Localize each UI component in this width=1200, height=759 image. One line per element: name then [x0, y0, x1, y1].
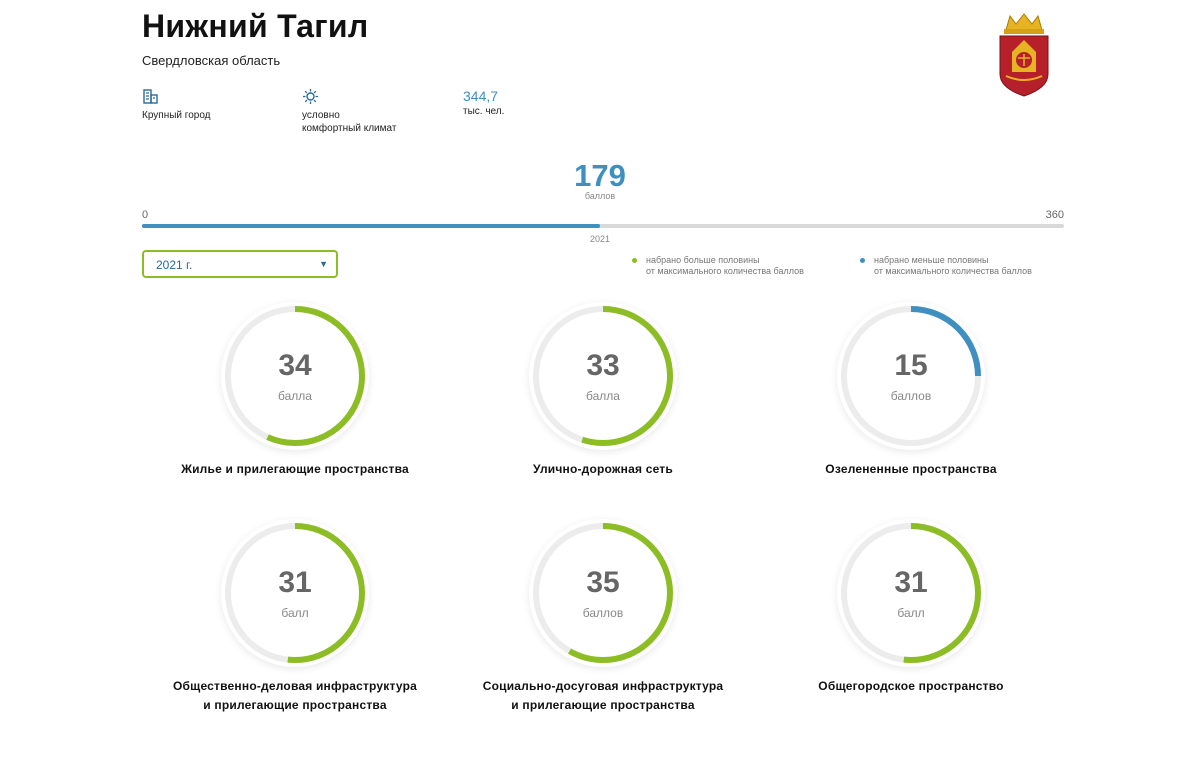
- indicator-card[interactable]: 34 балла Жилье и прилегающие пространств…: [145, 302, 445, 479]
- total-score: 179: [574, 158, 626, 193]
- total-progress-fill: [142, 224, 601, 228]
- score-ring: 35 баллов: [529, 519, 677, 667]
- indicator-label: Социально-досуговая инфраструктура: [482, 679, 724, 693]
- indicator-score: 35: [586, 566, 620, 599]
- region-name: Свердловская область: [142, 53, 281, 68]
- year-select-value: 2021 г.: [156, 258, 193, 272]
- population-unit: тыс. чел.: [463, 106, 505, 117]
- indicator-unit: баллов: [582, 606, 624, 620]
- legend-above-line2: от максимального количества баллов: [646, 266, 804, 276]
- score-ring: 31 балл: [837, 519, 985, 667]
- indicator-label: Жилье и прилегающие пространства: [181, 462, 409, 476]
- legend-below-line1: набрано меньше половины: [874, 255, 989, 265]
- indicator-card[interactable]: 31 балл Общественно-деловая инфраструкту…: [145, 519, 445, 715]
- score-ring: 15 баллов: [837, 302, 985, 450]
- indicator-label: Общегородское пространство: [818, 679, 1004, 693]
- ring-arc: [225, 523, 365, 663]
- climate-fact: условно комфортный климат: [302, 88, 396, 135]
- indicator-card[interactable]: 31 балл Общегородское пространство: [761, 519, 1061, 696]
- indicator-score: 33: [586, 349, 620, 382]
- population-value: 344,7: [463, 88, 499, 104]
- ring-arc: [533, 306, 673, 446]
- indicator-unit: балл: [281, 606, 309, 620]
- indicator-unit: балл: [897, 606, 925, 620]
- ring-arc: [225, 306, 365, 446]
- climate-label-line2: комфортный климат: [302, 123, 397, 134]
- ring-arc: [533, 523, 673, 663]
- year-marker: 2021: [589, 234, 611, 244]
- ring-arc: [841, 523, 981, 663]
- legend-above-line1: набрано больше половины: [646, 255, 760, 265]
- coat-of-arms-icon: [996, 12, 1052, 98]
- ring-arc: [841, 306, 981, 446]
- indicator-unit: баллов: [890, 389, 932, 403]
- score-ring: 31 балл: [221, 519, 369, 667]
- sun-icon: [302, 88, 396, 105]
- indicator-score: 15: [894, 349, 928, 382]
- total-progress-bar: [142, 224, 1064, 228]
- city-size-fact: Крупный город: [142, 88, 211, 122]
- score-ring: 33 балла: [529, 302, 677, 450]
- indicator-label: Общественно-деловая инфраструктура: [173, 679, 417, 693]
- indicator-score: 31: [894, 566, 928, 599]
- total-score-unit: баллов: [584, 191, 616, 201]
- indicator-label-line2: и прилегающие пространства: [511, 698, 695, 712]
- blue-dot-icon: [860, 258, 865, 263]
- indicator-label: Улично-дорожная сеть: [533, 462, 673, 476]
- year-select[interactable]: 2021 г. ▼: [142, 250, 338, 278]
- indicator-card[interactable]: 15 баллов Озелененные пространства: [761, 302, 1061, 479]
- indicator-card[interactable]: 35 баллов Социально-досуговая инфраструк…: [453, 519, 753, 715]
- indicator-score: 34: [278, 349, 312, 382]
- city-title: Нижний Тагил: [142, 8, 369, 44]
- indicator-score: 31: [278, 566, 312, 599]
- indicator-label-line2: и прилегающие пространства: [203, 698, 387, 712]
- legend-below-line2: от максимального количества баллов: [874, 266, 1032, 276]
- score-ring: 34 балла: [221, 302, 369, 450]
- city-size-label: Крупный город: [142, 110, 211, 121]
- indicator-card[interactable]: 33 балла Улично-дорожная сеть: [453, 302, 753, 479]
- indicator-label: Озелененные пространства: [825, 462, 997, 476]
- indicator-unit: балла: [278, 389, 312, 403]
- chevron-down-icon: ▼: [319, 259, 328, 269]
- indicator-unit: балла: [586, 389, 620, 403]
- scale-min: 0: [142, 209, 149, 221]
- scale-max: 360: [1045, 209, 1064, 221]
- climate-label-line1: условно: [302, 110, 340, 121]
- green-dot-icon: [632, 258, 637, 263]
- building-icon: [142, 88, 211, 105]
